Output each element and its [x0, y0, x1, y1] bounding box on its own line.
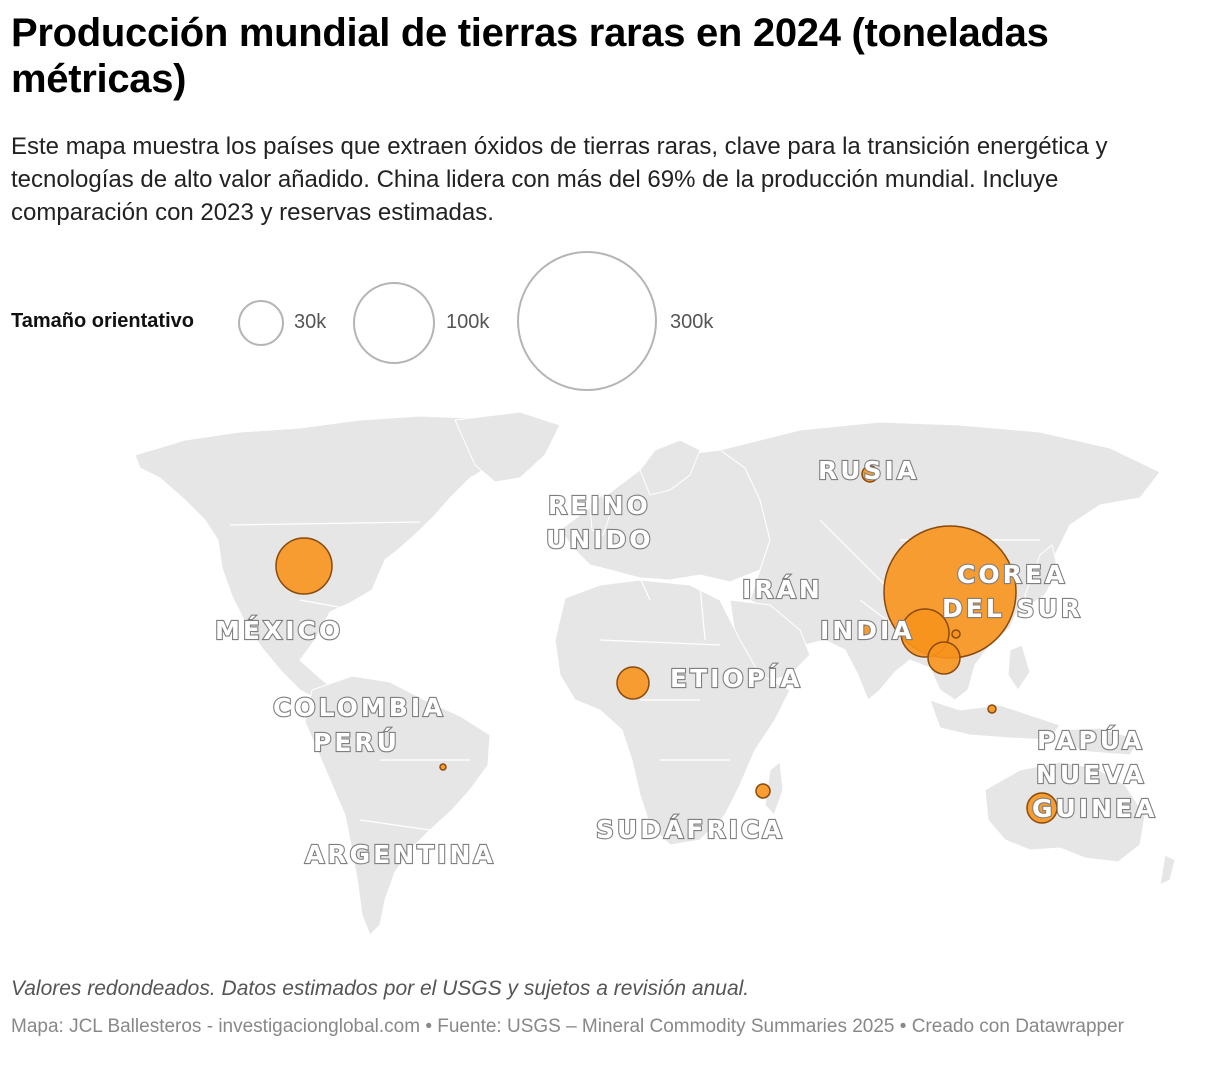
landmass-uk — [589, 494, 611, 536]
label-iran: IRÁN — [742, 575, 823, 604]
label-colombia: COLOMBIA — [273, 693, 445, 722]
landmass-south-america — [304, 675, 491, 936]
label-corea-1: COREA — [957, 560, 1067, 589]
bubble-russia — [861, 465, 879, 483]
legend-circle-300k — [517, 251, 657, 391]
label-reino-unido-2: UNIDO — [546, 525, 654, 554]
label-papua-3: GUINEA — [1032, 794, 1157, 823]
bubble-thailand — [927, 641, 961, 675]
size-legend: Tamaño orientativo 30k 100k 300k — [0, 245, 1220, 395]
label-corea-2: DEL SUR — [942, 594, 1083, 623]
landmass-indonesia — [929, 699, 1061, 741]
legend-circle-100k — [353, 282, 435, 364]
bubble-nigeria — [616, 666, 650, 700]
label-etiopia: ETIOPÍA — [670, 664, 803, 693]
bubble-malaysia — [987, 704, 997, 714]
page-title: Producción mundial de tierras raras en 2… — [11, 11, 1049, 101]
bubble-australia — [1026, 792, 1058, 824]
legend-circles — [238, 251, 657, 391]
landmass-madagascar — [764, 761, 784, 816]
world-map: .land { fill: #e6e6e6; stroke: #ffffff; … — [134, 411, 1176, 936]
bubble-india — [861, 623, 875, 637]
label-peru: PERÚ — [313, 727, 400, 757]
landmass-africa — [554, 579, 791, 846]
bubble-vietnam — [951, 629, 961, 639]
legend-label-300k: 300k — [670, 311, 714, 333]
label-mexico: MÉXICO — [215, 616, 343, 645]
legend-label-100k: 100k — [446, 311, 490, 333]
landmass-australia — [984, 761, 1146, 863]
landmass-new-guinea — [1059, 727, 1141, 756]
landmass-scandinavia — [639, 439, 701, 496]
legend-circle-30k — [238, 300, 284, 346]
label-reino-unido-1: REINO — [548, 491, 651, 520]
landmass-greenland — [454, 411, 561, 483]
footer-notes: Valores redondeados. Datos estimados por… — [11, 977, 750, 1000]
label-rusia: RUSIA — [818, 456, 919, 485]
legend-title: Tamaño orientativo — [11, 310, 194, 332]
label-sudafrica: SUDÁFRICA — [596, 815, 785, 844]
bubble-brazil — [439, 763, 447, 771]
page-description: Este mapa muestra los países que extraen… — [11, 133, 1108, 226]
bubble-madagascar — [755, 783, 771, 799]
landmass-philippines — [1007, 644, 1031, 691]
landmass-japan — [1024, 544, 1059, 606]
label-papua-2: NUEVA — [1036, 760, 1146, 789]
label-india: INDIA — [820, 616, 915, 645]
legend-label-30k: 30k — [294, 311, 327, 333]
bubble-usa — [275, 537, 333, 595]
footer-source: Mapa: JCL Ballesteros - investigacionglo… — [11, 1016, 1124, 1037]
label-argentina: ARGENTINA — [305, 840, 496, 869]
label-papua-1: PAPÚA — [1037, 725, 1145, 755]
landmass-new-zealand — [1159, 854, 1176, 886]
